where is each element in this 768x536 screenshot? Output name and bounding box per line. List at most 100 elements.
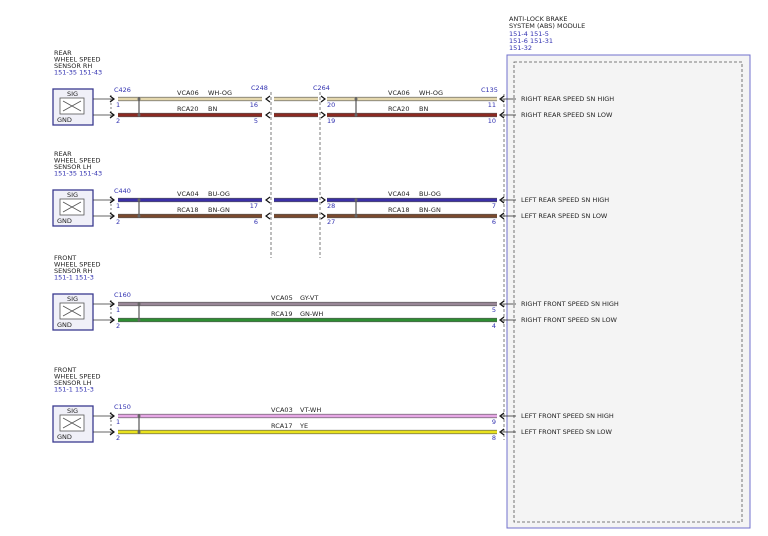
connector-arrow-icon	[320, 212, 326, 220]
wire-color-code: YE	[299, 422, 308, 430]
sensor-name-line: SENSOR LH	[54, 163, 92, 171]
connector-arrow-icon	[109, 95, 115, 103]
sensor-pin-gnd-label: GND	[57, 116, 72, 124]
connector-label: C160	[114, 291, 131, 299]
twisted-pair-dot	[137, 198, 141, 202]
connector-label: C426	[114, 86, 131, 94]
pin-number: 27	[327, 218, 335, 226]
pin-number: 1	[116, 101, 120, 109]
wire-color-code: GN-WH	[300, 310, 323, 318]
sensor-name-line: WHEEL SPEED	[54, 157, 100, 165]
wire-color-code: BN-GN	[419, 206, 441, 214]
wire[interactable]: RCA19 GN-WH 2 4 RIGHT FRONT SPEED SN LOW	[93, 310, 618, 330]
connector-arrow-icon	[265, 196, 271, 204]
pin-number: 1	[116, 418, 120, 426]
pin-number: 2	[116, 322, 120, 330]
sensor-cross-icon	[62, 100, 82, 112]
sensor-name-line: WHEEL SPEED	[54, 373, 100, 381]
sensor-refs: 151-1 151-3	[54, 274, 94, 282]
pin-number: 9	[492, 418, 496, 426]
wire-color-code: BN	[419, 105, 428, 113]
sensor-pin-gnd-label: GND	[57, 433, 72, 441]
twisted-pair-dot	[137, 318, 141, 322]
circuit-number: RCA20	[388, 105, 409, 113]
sensor-name-line: SENSOR RH	[54, 267, 92, 275]
module-title-line: ANTI-LOCK BRAKE	[509, 15, 567, 23]
wire[interactable]: 6 27 RCA18 BN-GN RCA18 BN-GN 2 6 LEFT REAR SPEED…	[93, 206, 608, 226]
wire[interactable]: VCA05 GY-VT 1 5 RIGHT FRONT SPEED SN HIGH	[93, 294, 619, 314]
pin-number: 5	[492, 306, 496, 314]
connector-label: C135	[481, 86, 498, 94]
pin-number: 2	[116, 218, 120, 226]
pin-number: 20	[327, 101, 335, 109]
sensor-name-line: WHEEL SPEED	[54, 56, 100, 64]
wire-color-code: WH-OG	[419, 89, 443, 97]
circuit-number: RCA19	[271, 310, 292, 318]
sensor-refs: 151-35 151-43	[54, 69, 102, 77]
connector-arrow-icon	[109, 196, 115, 204]
twisted-pair-dot	[354, 198, 358, 202]
abs-module-header: ANTI-LOCK BRAKE SYSTEM (ABS) MODULE 151-…	[509, 15, 585, 52]
wire[interactable]: RCA17 YE 2 8 LEFT FRONT SPEED SN LOW	[93, 422, 613, 442]
wire[interactable]: VCA03 VT-WH 1 9 LEFT FRONT SPEED SN HIGH	[93, 406, 614, 426]
pin-number: 16	[250, 101, 258, 109]
twisted-pair-dot	[137, 302, 141, 306]
connector-arrow-icon	[109, 111, 115, 119]
wire-color-code: WH-OG	[208, 89, 232, 97]
twisted-pair-dot	[137, 214, 141, 218]
module-pin-label: LEFT REAR SPEED SN HIGH	[521, 196, 609, 204]
circuit-number: VCA05	[271, 294, 293, 302]
connector-arrow-icon	[109, 300, 115, 308]
sensor-name-line: SENSOR LH	[54, 379, 92, 387]
abs-module-inner-border	[513, 61, 743, 523]
circuit-number: VCA06	[177, 89, 199, 97]
pin-number: 6	[254, 218, 258, 226]
sensor-pin-gnd-label: GND	[57, 321, 72, 329]
pin-number: 17	[250, 202, 258, 210]
connector-arrow-icon	[265, 212, 271, 220]
circuit-number: VCA04	[177, 190, 199, 198]
wire-color-code: BN-GN	[208, 206, 230, 214]
sensor-refs: 151-1 151-3	[54, 386, 94, 394]
wire-color-code: VT-WH	[300, 406, 321, 414]
wire-color-code: BU-OG	[208, 190, 230, 198]
sensor-refs: 151-35 151-43	[54, 170, 102, 178]
connector-arrow-icon	[109, 212, 115, 220]
circuit-number: VCA06	[388, 89, 410, 97]
twisted-pair-dot	[137, 97, 141, 101]
abs-module-box	[506, 54, 751, 529]
connector-arrow-icon	[109, 428, 115, 436]
module-pin-label: LEFT REAR SPEED SN LOW	[521, 212, 608, 220]
wheel-speed-sensor: SIG GND	[52, 293, 94, 331]
connector-label: C150	[114, 403, 131, 411]
pin-number: 1	[116, 306, 120, 314]
pin-number: 2	[116, 434, 120, 442]
sensor-name-line: REAR	[54, 49, 72, 57]
sensor-pin-sig-label: SIG	[67, 191, 78, 199]
twisted-pair-dot	[354, 214, 358, 218]
sensor-pin-sig-label: SIG	[67, 90, 78, 98]
module-pin-label: LEFT FRONT SPEED SN LOW	[521, 428, 613, 436]
module-pin-label: RIGHT REAR SPEED SN LOW	[521, 111, 613, 119]
wire-color-code: GY-VT	[300, 294, 318, 302]
sensor-cross-icon	[62, 417, 82, 429]
twisted-pair-dot	[137, 430, 141, 434]
module-title-line: SYSTEM (ABS) MODULE	[509, 22, 585, 30]
connector-arrow-icon	[109, 316, 115, 324]
sensor-cross-icon	[62, 201, 82, 213]
sensor-name-line: FRONT	[54, 366, 76, 374]
twisted-pair-dot	[354, 97, 358, 101]
twisted-pair-dot	[137, 113, 141, 117]
module-pin-label: RIGHT REAR SPEED SN HIGH	[521, 95, 614, 103]
connector-label: C440	[114, 187, 131, 195]
wheel-speed-sensor: SIG GND	[52, 88, 94, 126]
sensor-cross-icon	[62, 305, 82, 317]
module-ref: 151-4 151-5	[509, 30, 549, 38]
pin-number: 2	[116, 117, 120, 125]
pin-number: 1	[116, 202, 120, 210]
sensor-pin-sig-label: SIG	[67, 407, 78, 415]
